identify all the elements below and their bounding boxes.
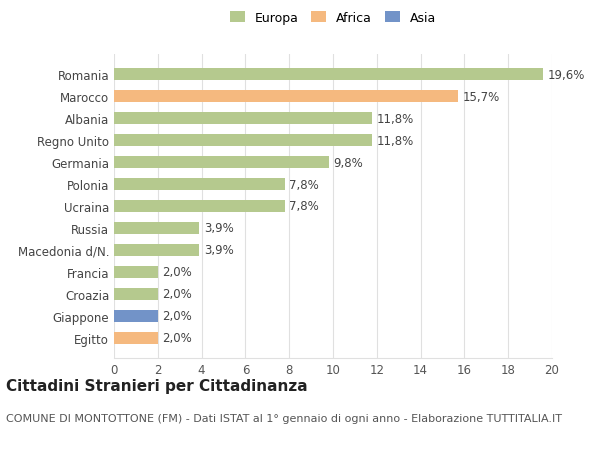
Bar bbox=[114, 113, 373, 125]
Text: 2,0%: 2,0% bbox=[162, 288, 192, 301]
Bar bbox=[114, 288, 158, 300]
Text: COMUNE DI MONTOTTONE (FM) - Dati ISTAT al 1° gennaio di ogni anno - Elaborazione: COMUNE DI MONTOTTONE (FM) - Dati ISTAT a… bbox=[6, 413, 562, 423]
Bar bbox=[114, 310, 158, 322]
Text: 7,8%: 7,8% bbox=[289, 178, 319, 191]
Text: 2,0%: 2,0% bbox=[162, 310, 192, 323]
Bar bbox=[114, 332, 158, 344]
Bar bbox=[114, 244, 199, 257]
Text: 2,0%: 2,0% bbox=[162, 266, 192, 279]
Text: 3,9%: 3,9% bbox=[204, 244, 233, 257]
Bar bbox=[114, 134, 373, 147]
Bar bbox=[114, 266, 158, 279]
Bar bbox=[114, 179, 285, 190]
Bar bbox=[114, 69, 543, 81]
Text: 7,8%: 7,8% bbox=[289, 200, 319, 213]
Text: 2,0%: 2,0% bbox=[162, 332, 192, 345]
Bar bbox=[114, 201, 285, 213]
Text: Cittadini Stranieri per Cittadinanza: Cittadini Stranieri per Cittadinanza bbox=[6, 379, 308, 394]
Text: 9,8%: 9,8% bbox=[333, 156, 363, 169]
Bar bbox=[114, 223, 199, 235]
Text: 11,8%: 11,8% bbox=[377, 134, 414, 147]
Legend: Europa, Africa, Asia: Europa, Africa, Asia bbox=[225, 7, 441, 30]
Bar bbox=[114, 91, 458, 103]
Text: 3,9%: 3,9% bbox=[204, 222, 233, 235]
Text: 19,6%: 19,6% bbox=[548, 68, 585, 81]
Text: 15,7%: 15,7% bbox=[462, 90, 499, 103]
Bar bbox=[114, 157, 329, 169]
Text: 11,8%: 11,8% bbox=[377, 112, 414, 125]
